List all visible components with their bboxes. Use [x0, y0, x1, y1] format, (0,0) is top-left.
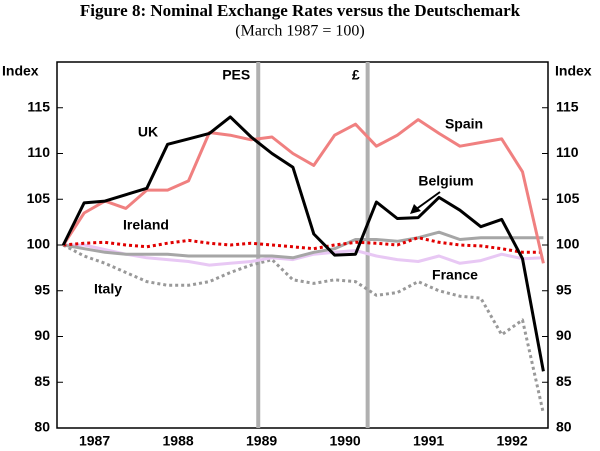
series-label: UK	[138, 124, 158, 140]
chart-subtitle: (March 1987 = 100)	[235, 23, 364, 40]
y-tick-label: 80	[34, 419, 50, 435]
chart-title: Figure 8: Nominal Exchange Rates versus …	[80, 1, 521, 20]
pointer-head	[410, 204, 421, 214]
series-label: France	[432, 267, 478, 283]
x-tick-label: 1988	[163, 433, 194, 449]
y-tick-label: 110	[27, 144, 50, 160]
y-tick-label: 100	[27, 236, 51, 252]
y2-tick-label: 85	[556, 373, 572, 389]
y2-tick-label: 95	[556, 281, 572, 297]
y-tick-label: 85	[34, 373, 50, 389]
series-label: Spain	[445, 116, 483, 132]
x-tick-label: 1989	[246, 433, 277, 449]
series-line	[63, 243, 544, 267]
y2-tick-label: 105	[556, 190, 580, 206]
y2-tick-label: 110	[556, 144, 579, 160]
y2-axis-label: Index	[555, 63, 592, 79]
y2-tick-label: 100	[556, 236, 580, 252]
series-line	[63, 230, 544, 260]
y2-tick-label: 115	[556, 98, 579, 114]
y-tick-label: 115	[27, 98, 50, 114]
y2-tick-label: 90	[556, 327, 572, 343]
x-tick-label: 1991	[413, 433, 444, 449]
x-tick-label: 1992	[497, 433, 528, 449]
y-axis-label: Index	[2, 63, 39, 79]
x-tick-label: 1990	[330, 433, 361, 449]
series-line	[63, 236, 544, 254]
y-tick-label: 90	[34, 327, 50, 343]
series-line	[61, 115, 545, 372]
pointer-arrow	[414, 191, 441, 211]
y-tick-label: 105	[27, 190, 51, 206]
x-tick-label: 1987	[79, 433, 110, 449]
event-label: PES	[222, 67, 250, 83]
series-label: Italy	[94, 281, 122, 297]
event-label: £	[352, 67, 360, 83]
series-label: Belgium	[418, 173, 473, 189]
y-tick-label: 95	[34, 281, 50, 297]
y2-tick-label: 80	[556, 419, 572, 435]
series-label: Ireland	[123, 217, 169, 233]
series-line	[62, 118, 545, 264]
series-line	[62, 243, 545, 414]
